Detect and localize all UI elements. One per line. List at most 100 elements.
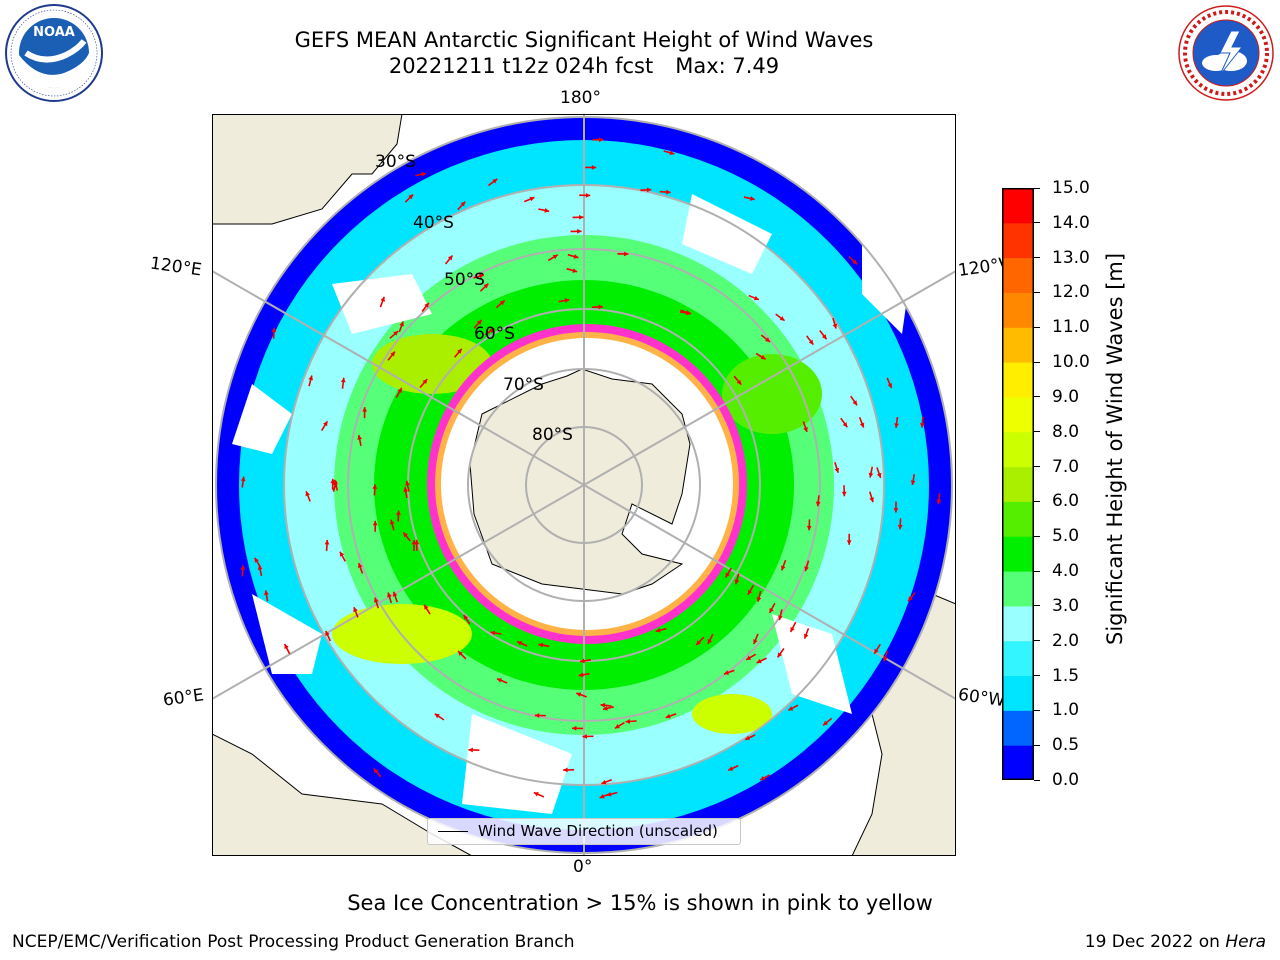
wave-direction-arrow xyxy=(936,493,942,505)
wave-direction-arrow xyxy=(271,327,277,339)
wave-direction-arrow xyxy=(804,560,810,572)
wave-direction-arrow xyxy=(841,485,847,497)
colorbar-tick-mark xyxy=(1034,744,1040,746)
wave-direction-arrow xyxy=(695,636,705,646)
wave-direction-arrow xyxy=(602,705,614,711)
colorbar-segment xyxy=(1002,222,1034,259)
colorbar-segment xyxy=(1002,431,1034,468)
svg-text:NOAA: NOAA xyxy=(33,25,75,40)
colorbar-tick-label: 7.0 xyxy=(1052,456,1080,477)
wave-direction-arrow xyxy=(601,778,613,785)
colorbar-segment xyxy=(1002,536,1034,572)
wave-direction-arrow xyxy=(665,713,677,719)
wave-direction-arrow xyxy=(566,267,578,273)
wave-direction-arrow xyxy=(723,669,735,675)
sea-ice-note: Sea Ice Concentration > 15% is shown in … xyxy=(347,891,933,915)
wave-direction-arrow xyxy=(907,592,916,602)
wave-direction-arrow xyxy=(405,480,410,492)
footer-credit: NCEP/EMC/Verification Post Processing Pr… xyxy=(12,932,575,952)
lat-label-60s: 60°S xyxy=(474,324,515,344)
wave-direction-arrow xyxy=(806,519,812,531)
wave-direction-arrow xyxy=(487,178,498,187)
wave-direction-arrow xyxy=(495,299,506,309)
wave-direction-arrow xyxy=(832,317,838,329)
wave-direction-arrow xyxy=(473,273,485,279)
colorbar-tick-label: 4.0 xyxy=(1052,561,1080,582)
wave-direction-arrow xyxy=(868,491,874,503)
wave-direction-arrow xyxy=(362,407,368,419)
nws-logo xyxy=(1176,3,1276,103)
wave-direction-arrow xyxy=(490,630,502,636)
colorbar-segment xyxy=(1002,571,1034,607)
wave-direction-arrow xyxy=(659,189,671,195)
wave-direction-arrow xyxy=(330,478,336,490)
max-value: Max: 7.49 xyxy=(675,54,780,78)
lon-label-0: 0° xyxy=(573,857,593,877)
wave-direction-arrow xyxy=(778,609,783,621)
wave-direction-arrow xyxy=(402,531,411,542)
colorbar-tick-mark xyxy=(1034,605,1040,607)
wave-direction-arrow xyxy=(324,630,332,642)
wave-direction-arrow xyxy=(398,321,404,333)
wave-direction-arrow xyxy=(663,150,675,156)
wave-direction-arrow xyxy=(868,466,874,478)
wave-direction-arrow xyxy=(523,196,535,203)
wave-direction-arrow xyxy=(372,767,382,778)
wave-direction-arrow xyxy=(640,187,652,193)
wave-direction-arrow xyxy=(457,201,466,211)
forecast-run: 20221211 t12z 024h fcst xyxy=(388,54,654,78)
wave-direction-arrow xyxy=(479,283,489,292)
colorbar-tick-mark xyxy=(1034,500,1040,502)
wave-direction-arrow xyxy=(240,476,246,488)
wave-direction-arrow xyxy=(802,421,808,433)
wave-direction-arrow xyxy=(819,330,828,340)
colorbar-tick-mark xyxy=(1034,640,1040,642)
wave-direction-arrow xyxy=(578,672,590,678)
colorbar-tick-mark xyxy=(1034,326,1040,328)
footer-date: 19 Dec 2022 on Hera xyxy=(1084,932,1266,952)
colorbar-tick-mark xyxy=(1034,361,1040,363)
wave-direction-arrow xyxy=(516,640,528,647)
wave-direction-arrow xyxy=(253,557,262,568)
wave-direction-arrow xyxy=(606,791,618,797)
colorbar-tick-mark xyxy=(1034,396,1040,398)
colorbar-tick-label: 5.0 xyxy=(1052,526,1080,547)
wave-direction-arrow xyxy=(308,375,314,387)
wave-direction-arrow xyxy=(747,584,755,596)
wave-direction-arrow xyxy=(533,791,545,798)
wave-direction-arrow xyxy=(759,774,771,781)
wave-direction-arrow xyxy=(468,747,480,753)
wave-direction-arrow xyxy=(733,375,742,386)
wave-direction-arrow xyxy=(423,604,431,615)
lon-label-60w: 60°W xyxy=(956,684,1007,712)
noaa-logo: NOAA xyxy=(4,3,104,103)
colorbar-tick-label: 0.0 xyxy=(1052,770,1080,790)
colorbar-tick-mark xyxy=(1034,535,1040,537)
wave-direction-arrow xyxy=(575,692,587,698)
wave-direction-arrow xyxy=(372,520,378,532)
colorbar-tick-mark xyxy=(1034,187,1040,189)
wave-direction-arrow xyxy=(617,251,629,257)
colorbar-tick-label: 13.0 xyxy=(1052,247,1090,268)
wave-direction-arrow xyxy=(389,330,399,339)
wave-direction-arrow xyxy=(803,628,810,639)
wave-direction-arrow xyxy=(919,416,925,428)
colorbar-segment xyxy=(1002,605,1034,642)
colorbar-tick-label: 11.0 xyxy=(1052,317,1090,338)
wave-direction-arrow xyxy=(886,377,893,389)
colorbar-tick-label: 1.0 xyxy=(1052,700,1080,721)
colorbar-tick-label: 1.5 xyxy=(1052,665,1080,686)
wave-direction-arrow xyxy=(592,137,604,143)
wave-direction-arrow xyxy=(600,702,612,708)
lat-label-70s: 70°S xyxy=(503,375,544,395)
wave-direction-arrow xyxy=(357,434,362,446)
wave-direction-arrow xyxy=(558,298,570,303)
wave-direction-arrow xyxy=(873,643,881,655)
colorbar-segment xyxy=(1002,710,1034,746)
wave-direction-arrow xyxy=(894,416,899,428)
wave-direction-arrow xyxy=(353,606,359,618)
wave-direction-arrow xyxy=(496,678,508,684)
legend-label: Wind Wave Direction (unscaled) xyxy=(478,822,718,840)
polar-map xyxy=(211,113,957,857)
wave-direction-arrow xyxy=(264,590,269,602)
